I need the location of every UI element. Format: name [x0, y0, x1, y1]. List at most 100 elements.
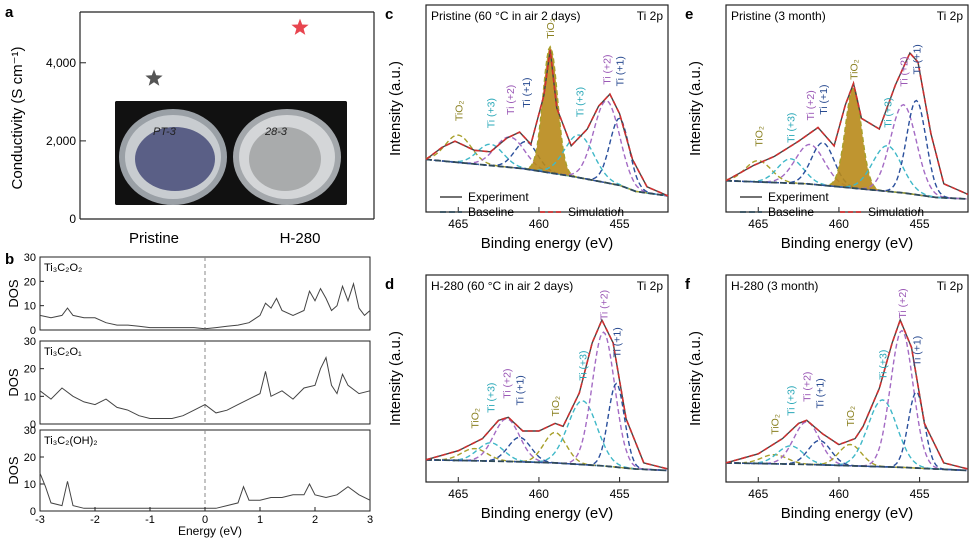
peak-label-ti3: Ti (+3): [486, 98, 498, 128]
dos-xtick-label: -1: [145, 514, 155, 526]
peak-label-ti3: Ti (+3): [882, 98, 894, 128]
sample-photo-drawing: PT-3 28-3: [115, 101, 347, 205]
peak-label-ti1: Ti (+1): [611, 327, 623, 357]
xps-xlabel: Binding energy (eV): [781, 235, 914, 252]
xps-xtick-label: 455: [610, 487, 630, 501]
dos-xtick-label: 3: [367, 514, 373, 526]
panel-e-title: Pristine (3 month): [731, 9, 826, 23]
conductivity-star-pristine: [145, 69, 163, 86]
panel-f-tag: Ti 2p: [937, 279, 964, 293]
xps-xtick-label: 465: [448, 217, 468, 231]
panel-c-label: c: [385, 6, 393, 23]
peak-label-tio2: TiO₂: [753, 126, 765, 147]
peak-label-tio2: TiO₂: [550, 396, 562, 417]
panel-a-ytick-label: 2,000: [46, 134, 76, 148]
peak-label-ti3: Ti (+3): [786, 386, 798, 416]
dos-ylabel: DOS: [6, 368, 21, 397]
simulation-curve: [425, 318, 669, 470]
film-pristine: [135, 127, 215, 191]
legend-experiment-label: Experiment: [768, 190, 829, 204]
panel-e-label: e: [685, 6, 693, 23]
panel-f: f H-280 (3 month) Ti 2p Intensity (a.u.) 465…: [685, 274, 969, 522]
legend-experiment-label: Experiment: [468, 190, 529, 204]
dos-subplot-name: Ti₃C₂O₂: [44, 262, 82, 274]
xps-xtick-label: 455: [910, 217, 930, 231]
dos-ytick-label: 20: [24, 452, 36, 464]
panel-b-xlabel: Energy (eV): [178, 524, 242, 538]
peak-label-ti1: Ti (+1): [911, 336, 923, 366]
xps-xtick-label: 460: [529, 217, 549, 231]
baseline-curve: [725, 179, 969, 200]
peak-label-ti2: Ti (+2): [598, 290, 610, 320]
sample-photo: PT-3 28-3: [115, 101, 347, 205]
dos-xtick-label: -3: [35, 514, 45, 526]
film-h280: [249, 127, 321, 191]
panel-a-markers: [145, 18, 309, 86]
xps-xlabel: Binding energy (eV): [481, 235, 614, 252]
peak-label-ti2: Ti (+2): [805, 90, 817, 120]
baseline-curve: [425, 158, 669, 197]
xps-ylabel: Intensity (a.u.): [687, 61, 704, 156]
xps-xtick-label: 465: [748, 487, 768, 501]
peak-label-ti3: Ti (+3): [786, 113, 798, 143]
dos-ylabel: DOS: [6, 279, 21, 308]
panel-a-yticks: 0 2,000 4,000: [46, 56, 86, 226]
dos-ytick-label: 30: [24, 336, 36, 348]
dos-subplot-name: Ti₃C₂O₁: [44, 346, 82, 358]
peak-label-tio2: TiO₂: [845, 406, 857, 427]
dos-ytick-label: 0: [30, 419, 36, 431]
panel-d-title: H-280 (60 °C in air 2 days): [431, 279, 573, 293]
dos-ytick-label: 0: [30, 506, 36, 518]
panel-a-ytick-label: 4,000: [46, 56, 76, 70]
peak-label-tio2: TiO₂: [545, 18, 557, 39]
peak-label-ti2: Ti (+2): [898, 56, 910, 86]
peak-label-ti1: Ti (+1): [521, 77, 533, 107]
simulation-curve: [725, 317, 969, 470]
experiment-curve: [425, 318, 669, 470]
peak-label-ti3: Ti (+3): [577, 351, 589, 381]
dos-ytick-label: 10: [24, 301, 36, 313]
peak-label-tio2: TiO₂: [453, 101, 465, 122]
peak-label-tio2: TiO₂: [848, 59, 860, 80]
panel-a-ytick-label: 0: [69, 212, 76, 226]
panel-b-xticks: -3 -2 -1 0 1 2 3: [35, 507, 373, 526]
baseline-curve: [725, 462, 969, 472]
peak-label-ti2: Ti (+2): [502, 369, 514, 399]
peak-label-ti2: Ti (+2): [897, 288, 909, 318]
fit-component-tio2: [425, 447, 667, 472]
dos-xtick-label: 2: [312, 514, 318, 526]
xps-ylabel: Intensity (a.u.): [387, 331, 404, 426]
xps-xlabel: Binding energy (eV): [781, 505, 914, 522]
legend-baseline-label: Baseline: [468, 205, 514, 219]
panel-a-label: a: [5, 4, 14, 21]
conductivity-star-h-280: [291, 18, 309, 35]
panel-a: a 0 2,000 4,000 Conductivity (S cm⁻¹) Pris…: [5, 4, 375, 247]
panel-d-tag: Ti 2p: [637, 279, 664, 293]
xps-frame: [425, 274, 669, 483]
dos-ylabel: DOS: [6, 456, 21, 485]
dos-ytick-label: 0: [30, 325, 36, 337]
fit-component-ti3: [425, 442, 667, 472]
tio2-filled-peak: [426, 46, 668, 196]
peak-label-ti1: Ti (+1): [815, 378, 827, 408]
panel-f-title: H-280 (3 month): [731, 279, 818, 293]
xps-ylabel: Intensity (a.u.): [687, 331, 704, 426]
legend-simulation-label: Simulation: [568, 205, 624, 219]
simulation-curve: [725, 51, 969, 196]
peak-label-ti1: Ti (+1): [615, 56, 627, 86]
peak-label-ti2: Ti (+2): [505, 85, 517, 115]
panel-f-label: f: [685, 276, 691, 293]
dos-ytick-label: 10: [24, 391, 36, 403]
fit-component-ti1: [425, 436, 667, 472]
peak-label-ti3: Ti (+3): [574, 87, 586, 117]
xps-xtick-label: 465: [448, 487, 468, 501]
experiment-curve: [725, 318, 969, 470]
legend-baseline-label: Baseline: [768, 205, 814, 219]
panel-c-title: Pristine (60 °C in air 2 days): [431, 9, 581, 23]
xps-xtick-label: 460: [829, 217, 849, 231]
peak-label-ti3: Ti (+3): [877, 350, 889, 380]
panel-a-ylabel: Conductivity (S cm⁻¹): [9, 47, 26, 190]
